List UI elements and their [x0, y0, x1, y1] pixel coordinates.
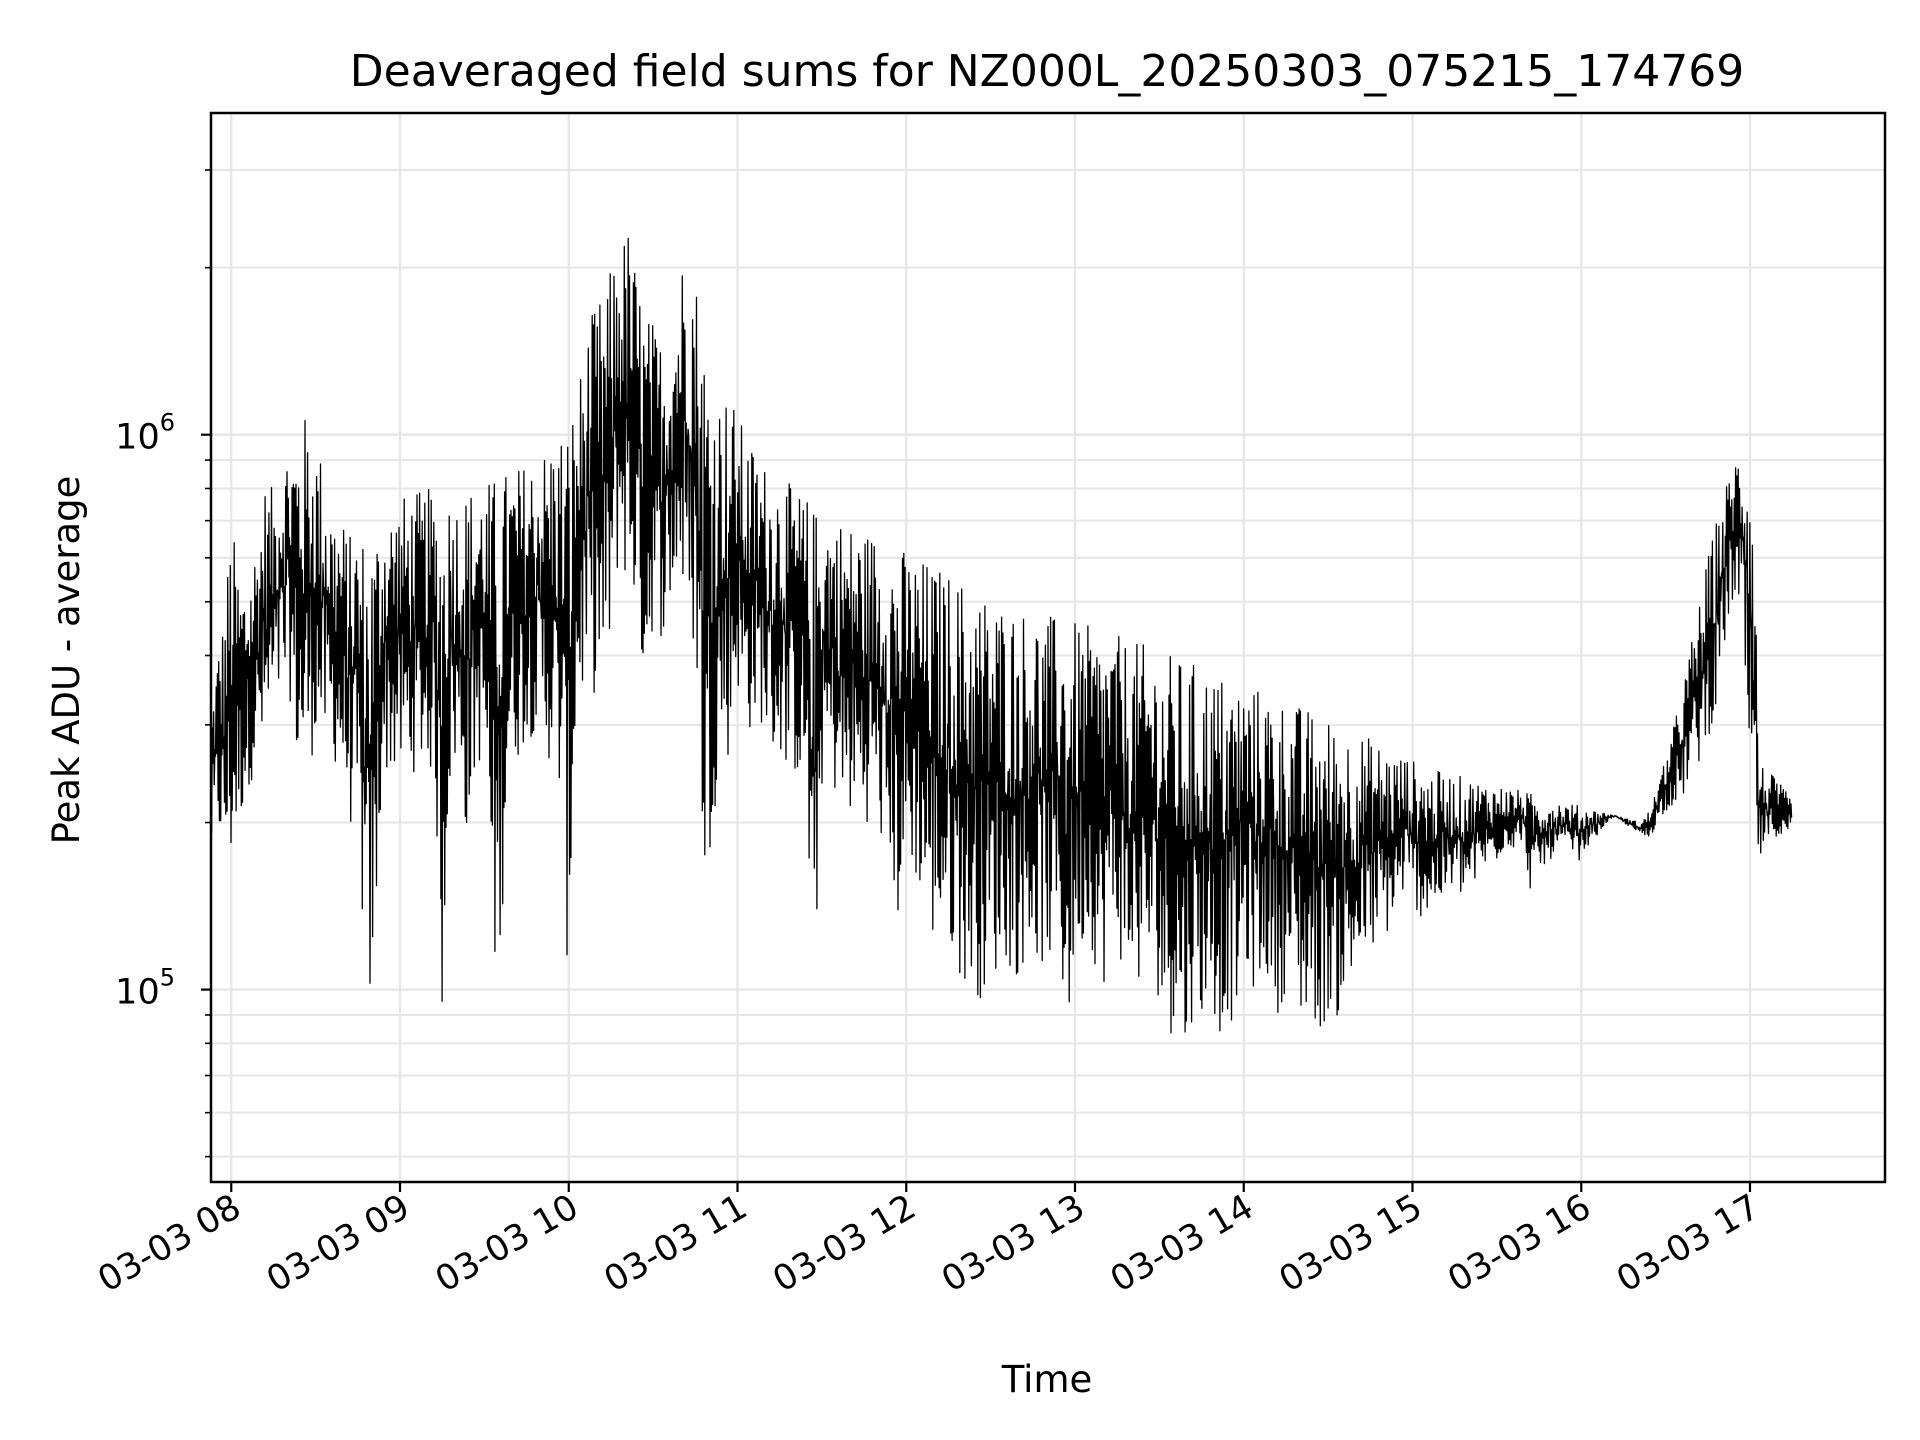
- y-axis-label: Peak ADU - average: [45, 476, 88, 845]
- plot-frame: [209, 111, 1887, 1184]
- x-axis-label: Time: [1001, 1358, 1093, 1401]
- data-series: [210, 237, 1793, 1034]
- y-tick-label: 106: [115, 409, 175, 458]
- series-line: [210, 237, 1793, 1034]
- chart-title: Deaveraged field sums for NZ000L_2025030…: [350, 46, 1744, 97]
- y-tick-label: 105: [115, 964, 175, 1013]
